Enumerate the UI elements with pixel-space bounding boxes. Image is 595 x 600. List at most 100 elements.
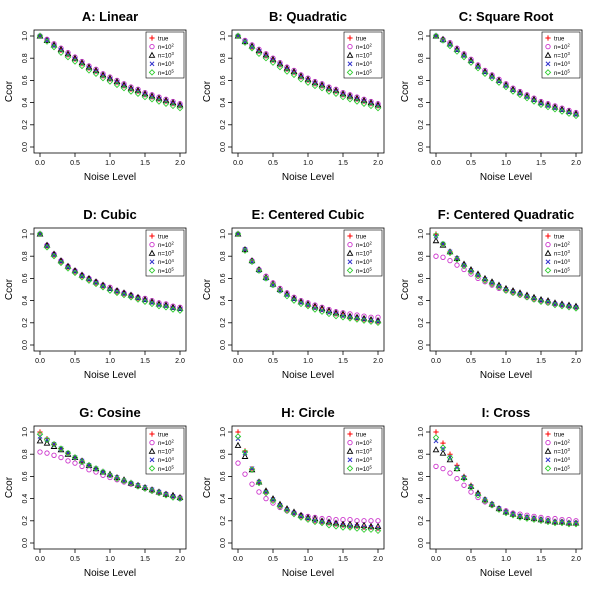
data-point <box>545 518 551 524</box>
data-point <box>537 298 545 305</box>
y-axis-label: Ccor <box>4 476 15 498</box>
x-tick-label: 0.0 <box>233 556 243 563</box>
data-point <box>156 302 162 308</box>
legend-marker <box>148 447 156 454</box>
data-point <box>262 275 270 282</box>
y-tick-label: 0.0 <box>220 340 227 350</box>
legend-label: true <box>554 234 565 240</box>
data-point <box>255 50 263 57</box>
data-point <box>44 450 50 456</box>
data-point <box>565 110 573 117</box>
x-axis-label: Noise Level <box>282 370 334 381</box>
data-point <box>114 475 120 480</box>
x-tick-label: 1.0 <box>105 556 115 563</box>
y-tick-label: 1.0 <box>418 229 425 239</box>
legend-marker <box>347 457 353 463</box>
legend-label: n=102 <box>554 241 571 249</box>
legend-exponent: 4 <box>172 258 175 263</box>
data-point <box>135 482 141 488</box>
legend-exponent: 5 <box>568 464 571 469</box>
data-point <box>134 483 142 490</box>
data-point <box>510 511 516 517</box>
data-point <box>559 107 565 113</box>
y-tick-label: 1.0 <box>220 229 227 239</box>
data-point <box>572 520 580 528</box>
data-point <box>367 318 375 325</box>
y-tick-label: 0.8 <box>220 53 227 63</box>
data-point <box>241 448 249 456</box>
data-point <box>565 520 573 528</box>
data-point <box>461 482 467 488</box>
data-point <box>100 283 106 289</box>
data-point <box>333 517 339 523</box>
legend-marker <box>347 431 353 437</box>
data-point <box>433 429 439 435</box>
y-tick-label: 0.6 <box>220 75 227 85</box>
data-point <box>517 91 523 97</box>
data-point <box>482 70 488 76</box>
data-point <box>460 262 468 270</box>
data-point <box>440 465 446 472</box>
data-point <box>99 468 107 476</box>
data-point <box>312 305 318 311</box>
data-point <box>374 319 382 327</box>
data-point <box>503 287 509 292</box>
data-point <box>460 53 468 61</box>
legend-marker <box>347 259 353 265</box>
legend-marker <box>346 69 354 76</box>
data-point <box>530 516 538 523</box>
x-tick-label: 1.0 <box>501 358 511 365</box>
data-point <box>551 519 559 527</box>
data-point <box>176 307 184 314</box>
legend-label: n=103 <box>158 447 175 455</box>
legend-label: n=103 <box>356 51 373 59</box>
data-point <box>565 304 573 311</box>
data-point <box>86 277 92 282</box>
legend-label: n=104 <box>554 60 571 68</box>
x-tick-label: 0.5 <box>70 160 80 167</box>
legend-label: n=102 <box>356 439 373 447</box>
chart-title: I: Cross <box>482 405 530 420</box>
x-tick-label: 1.5 <box>536 556 546 563</box>
data-point <box>346 96 354 103</box>
data-point <box>163 303 169 309</box>
data-point <box>120 291 128 299</box>
x-tick-label: 1.5 <box>536 358 546 365</box>
data-point <box>339 93 347 101</box>
y-tick-label: 0.0 <box>418 142 425 152</box>
data-point <box>256 479 262 485</box>
x-tick-label: 1.5 <box>140 358 150 365</box>
legend-exponent: 4 <box>172 60 175 65</box>
data-point <box>79 458 85 464</box>
x-tick-label: 0.0 <box>35 556 45 563</box>
data-point <box>262 489 270 497</box>
data-point <box>461 266 467 273</box>
x-tick-label: 1.5 <box>338 358 348 365</box>
x-tick-label: 0.5 <box>70 556 80 563</box>
data-point <box>283 292 291 300</box>
legend-label: n=102 <box>554 439 571 447</box>
data-point <box>65 264 71 270</box>
data-point <box>242 39 248 44</box>
data-point <box>332 523 340 530</box>
x-axis-label: Noise Level <box>84 370 136 381</box>
legend-label: n=104 <box>356 60 373 68</box>
x-tick-label: 1.5 <box>338 160 348 167</box>
x-tick-label: 1.0 <box>105 160 115 167</box>
x-tick-label: 2.0 <box>571 160 581 167</box>
data-point <box>531 97 537 103</box>
data-point <box>43 38 51 45</box>
data-point <box>276 63 284 71</box>
data-point <box>297 76 305 83</box>
data-point <box>346 315 354 322</box>
data-point <box>106 287 114 294</box>
data-point <box>360 100 368 107</box>
legend-exponent: 4 <box>172 456 175 461</box>
data-point <box>573 304 579 310</box>
x-tick-label: 2.0 <box>175 556 185 563</box>
data-point <box>241 247 249 254</box>
data-point <box>93 469 99 475</box>
data-point <box>559 302 565 308</box>
data-point <box>326 310 332 316</box>
